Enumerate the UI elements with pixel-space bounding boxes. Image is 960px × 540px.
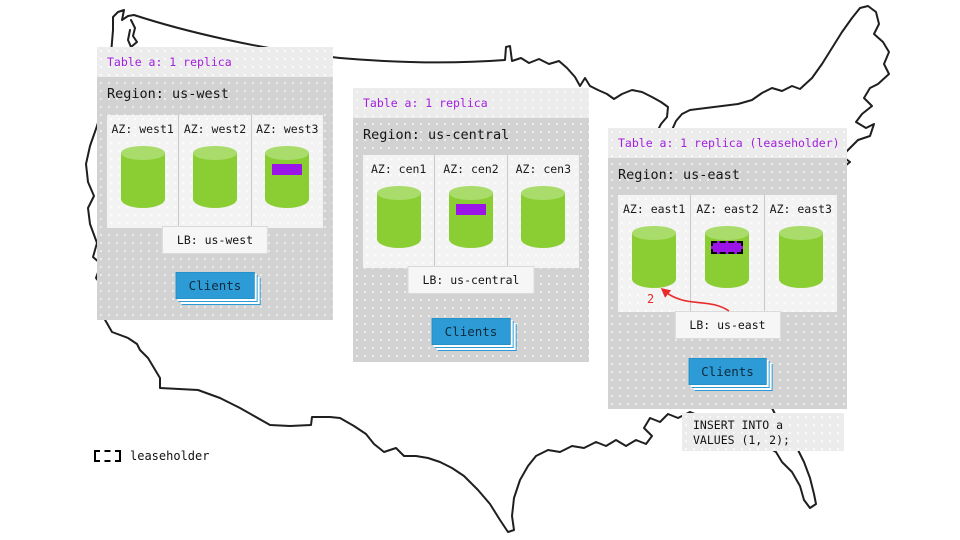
az-row: AZ: west1 AZ: west2 AZ: west3	[107, 115, 323, 228]
az-label: AZ: west2	[183, 122, 247, 136]
node-cylinder-icon	[632, 226, 677, 288]
az-box-cen2: AZ: cen2	[435, 155, 508, 268]
panel-us-west: Table a: 1 replica Region: us-west AZ: w…	[97, 47, 333, 320]
table-replica-header: Table a: 1 replica	[97, 47, 333, 77]
node-cylinder-icon	[120, 146, 165, 208]
az-box-east1: AZ: east1	[618, 195, 692, 312]
az-label: AZ: west3	[256, 122, 319, 136]
az-label: AZ: cen1	[370, 162, 427, 176]
az-row: AZ: east1 AZ: east2 AZ: east3	[618, 195, 837, 312]
table-replica-header: Table a: 1 replica	[353, 88, 589, 118]
az-row: AZ: cen1 AZ: cen2 AZ: cen3	[363, 155, 579, 268]
sql-line-2: VALUES (1, 2);	[693, 433, 790, 447]
node-cylinder-icon	[376, 186, 421, 248]
node-cylinder-icon	[192, 146, 237, 208]
az-label: AZ: east1	[623, 202, 686, 216]
az-label: AZ: cen2	[443, 162, 499, 176]
leaseholder-swatch-icon	[94, 450, 121, 462]
leaseholder-bar	[711, 241, 744, 254]
clients-button: Clients	[175, 272, 255, 299]
node-cylinder-icon	[705, 226, 750, 288]
puget-sound-squiggle	[127, 19, 138, 48]
load-balancer-box: LB: us-central	[407, 266, 535, 294]
az-label: AZ: west1	[111, 122, 174, 136]
region-title: Region: us-central	[363, 127, 510, 143]
node-cylinder-icon	[778, 226, 823, 288]
node-cylinder-icon	[521, 186, 566, 248]
node-cylinder-icon	[448, 186, 493, 248]
az-box-west1: AZ: west1	[107, 115, 180, 228]
az-label: AZ: east3	[769, 202, 832, 216]
az-box-west3: AZ: west3	[251, 115, 323, 228]
region-title: Region: us-east	[618, 167, 740, 183]
legend-label: leaseholder	[130, 449, 210, 463]
clients-button: Clients	[688, 358, 767, 385]
az-box-cen3: AZ: cen3	[507, 155, 579, 268]
node-cylinder-icon	[265, 146, 310, 208]
legend: leaseholder	[94, 449, 209, 463]
region-title: Region: us-west	[107, 86, 229, 102]
clients-button: Clients	[431, 318, 511, 345]
panel-us-east: Table a: 1 replica (leaseholder) Region:…	[608, 128, 847, 409]
az-box-east3: AZ: east3	[764, 195, 837, 312]
replica-bar	[272, 164, 303, 175]
az-box-cen1: AZ: cen1	[363, 155, 436, 268]
panel-us-central: Table a: 1 replica Region: us-central AZ…	[353, 88, 589, 362]
load-balancer-box: LB: us-west	[161, 226, 269, 254]
az-label: AZ: east2	[696, 202, 759, 216]
table-replica-header: Table a: 1 replica (leaseholder)	[608, 128, 847, 158]
az-box-west2: AZ: west2	[179, 115, 252, 228]
az-label: AZ: cen3	[515, 162, 572, 176]
sql-line-1: INSERT INTO a	[693, 418, 784, 432]
sql-insert-note: INSERT INTO a VALUES (1, 2);	[682, 413, 844, 451]
load-balancer-box: LB: us-east	[674, 311, 781, 339]
az-box-east2: AZ: east2	[691, 195, 765, 312]
replica-bar	[455, 204, 486, 215]
